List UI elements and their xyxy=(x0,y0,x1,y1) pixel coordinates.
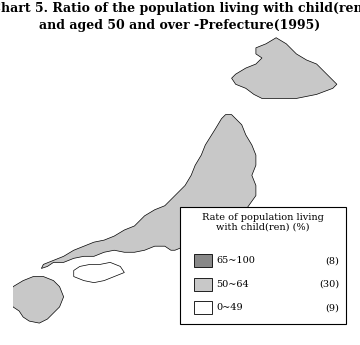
Text: Chart 5. Ratio of the population living with child(ren): Chart 5. Ratio of the population living … xyxy=(0,2,360,15)
Text: Rate of population living
with child(ren) (%): Rate of population living with child(ren… xyxy=(202,213,324,232)
Text: 65~100: 65~100 xyxy=(216,256,255,265)
Polygon shape xyxy=(231,38,337,98)
Text: (9): (9) xyxy=(325,303,339,312)
Polygon shape xyxy=(74,263,124,283)
Polygon shape xyxy=(41,115,256,268)
Text: 0~49: 0~49 xyxy=(216,303,243,312)
Text: (30): (30) xyxy=(319,280,339,289)
Text: and aged 50 and over -Prefecture(1995): and aged 50 and over -Prefecture(1995) xyxy=(39,19,321,32)
Text: (8): (8) xyxy=(325,256,339,265)
Polygon shape xyxy=(9,277,64,323)
Text: 50~64: 50~64 xyxy=(216,280,249,289)
